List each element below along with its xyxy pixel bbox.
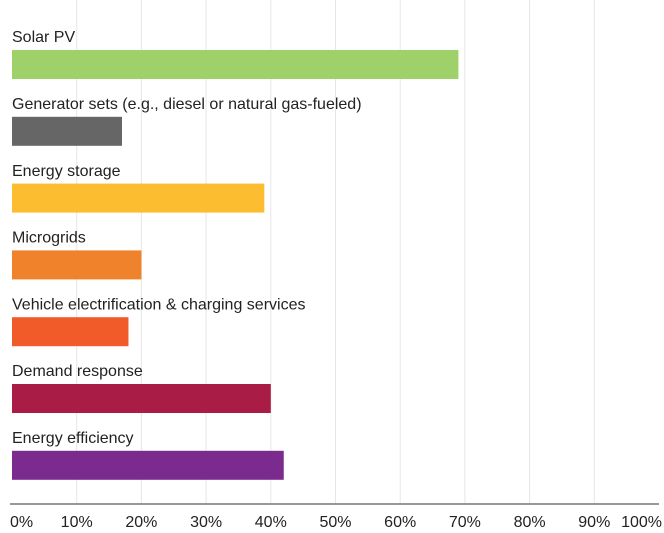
x-tick-label: 10%: [61, 514, 93, 531]
bar: [12, 116, 122, 146]
x-tick-label: 30%: [190, 514, 222, 531]
x-tick-label: 100%: [621, 514, 662, 531]
x-tick-label: 50%: [319, 514, 351, 531]
category-label: Solar PV: [12, 29, 75, 46]
bar: [12, 384, 271, 413]
bar: [12, 250, 142, 280]
x-tick-label: 40%: [255, 514, 287, 531]
x-tick-label: 90%: [578, 514, 610, 531]
category-label: Energy storage: [12, 163, 121, 180]
x-tick-label: 0%: [10, 514, 33, 531]
bar: [12, 50, 459, 79]
bar: [12, 317, 129, 347]
x-tick-label: 80%: [514, 514, 546, 531]
bar: [12, 183, 265, 213]
bar: [12, 450, 284, 480]
category-label: Demand response: [12, 363, 143, 380]
category-label: Generator sets (e.g., diesel or natural …: [12, 96, 362, 113]
category-label: Energy efficiency: [12, 430, 134, 447]
category-label: Microgrids: [12, 230, 86, 247]
x-tick-label: 20%: [125, 514, 157, 531]
x-tick-label: 70%: [449, 514, 481, 531]
x-tick-label: 60%: [384, 514, 416, 531]
category-label: Vehicle electrification & charging servi…: [12, 296, 305, 313]
